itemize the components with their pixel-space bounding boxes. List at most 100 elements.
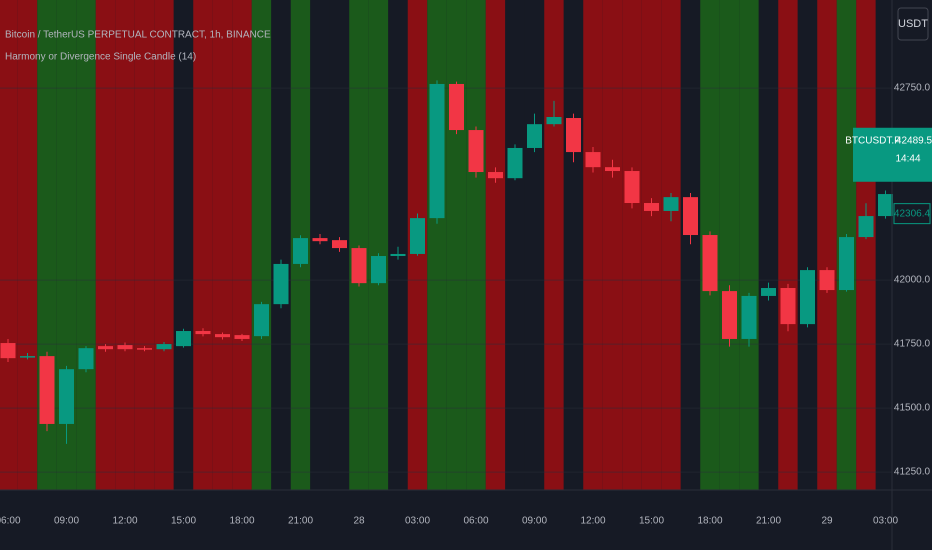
y-tick-label: 42000.0 [894,275,931,286]
candle-body [39,356,55,424]
background-band [719,0,740,490]
x-tick-label: 03:00 [873,516,898,527]
currency-button[interactable] [897,7,929,41]
background-band [56,0,77,490]
x-tick-label: 29 [821,516,833,527]
candle-body [215,334,230,338]
candle-body [546,116,562,125]
candle-body [585,152,601,168]
background-band [739,0,759,490]
candle-body [176,331,191,347]
background-band [115,0,135,490]
background-band [76,0,96,490]
background-band [17,0,38,490]
y-tick-label: 41750.0 [894,339,931,350]
candle-body [624,171,640,204]
candle-body [527,124,542,148]
background-band [271,0,291,490]
background-band [778,0,798,490]
background-band [95,0,116,490]
candle-body [234,335,250,339]
background-band [583,0,603,490]
candle-body [371,256,386,284]
background-band [427,0,447,490]
candle-body [761,288,776,296]
candle-body [839,237,854,291]
candle-body [605,167,620,172]
candle-body [117,345,133,350]
candle-body [273,263,289,305]
candle-body [468,130,484,173]
candle-body [702,235,718,292]
background-band [758,0,779,490]
background-band [134,0,155,490]
currency-label[interactable]: USDT [898,18,928,30]
candle-body [254,304,269,337]
candle-body [156,344,172,350]
background-band [680,0,701,490]
candle-body [663,197,679,211]
candle-body [98,346,113,350]
background-band [856,0,876,490]
candle-body [819,270,835,291]
background-band [193,0,213,490]
background-band [544,0,564,490]
last-price-value: 42489.5 [896,135,932,146]
x-tick-label: 03:00 [405,516,430,527]
x-tick-label: 12:00 [112,516,137,527]
candle-body [293,238,308,264]
candle-body [800,270,815,325]
candle-body [332,240,347,249]
countdown: 14:44 [895,153,920,164]
x-tick-label: 06:00 [0,516,21,527]
chart-title: Bitcoin / TetherUS PERPETUAL CONTRACT, 1… [5,30,271,41]
y-tick-label: 42750.0 [894,83,931,94]
x-tick-label: 18:00 [229,516,254,527]
x-tick-label: 28 [353,516,365,527]
candle-body [59,369,74,424]
background-band [0,0,18,490]
candle-body [488,172,503,179]
candle-body [780,288,796,325]
background-band [661,0,681,490]
background-band [368,0,389,490]
background-band [154,0,174,490]
indicator-title: Harmony or Divergence Single Candle (14) [5,52,196,63]
x-tick-label: 09:00 [54,516,79,527]
candle-body [410,218,425,254]
y-tick-label: 41250.0 [894,467,931,478]
candle-body [390,253,406,257]
candle-body [20,356,35,358]
x-tick-label: 12:00 [580,516,605,527]
background-band [173,0,194,490]
x-tick-label: 18:00 [697,516,722,527]
marker-price-box [893,203,931,225]
background-band [563,0,584,490]
background-band [602,0,623,490]
candle-body [429,83,445,219]
candle-body [566,118,581,153]
background-band [310,0,330,490]
candle-body [312,238,328,242]
last-price-box [853,127,932,182]
candle-body [722,291,737,339]
candle-body [195,331,211,335]
x-tick-label: 21:00 [756,516,781,527]
candle-body [78,348,94,370]
x-tick-label: 15:00 [639,516,664,527]
candle-body [507,147,523,179]
background-band [797,0,818,490]
background-band [505,0,525,490]
candle-body [878,194,893,217]
background-band [466,0,486,490]
background-band [446,0,467,490]
background-band [212,0,233,490]
candle-body [644,203,659,211]
candle-body [683,197,698,236]
background-band [388,0,408,490]
x-tick-label: 09:00 [522,516,547,527]
background-band [875,0,896,490]
background-band [817,0,837,490]
candle-body [0,343,16,359]
